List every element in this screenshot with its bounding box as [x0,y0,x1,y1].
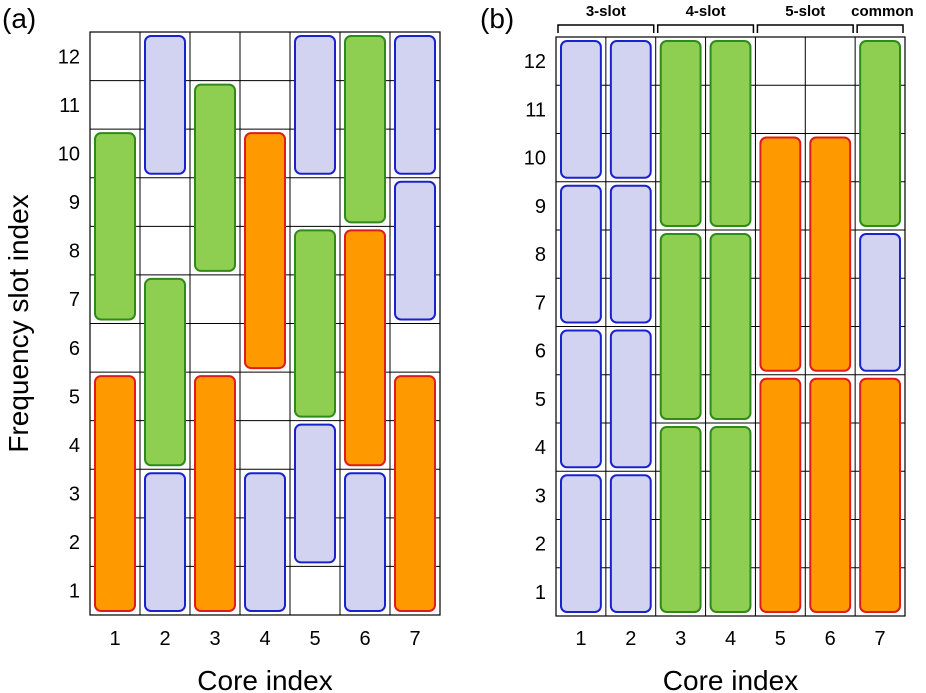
group-label-5-slot: 5-slot [785,3,825,20]
grid-frame [89,31,441,616]
block-3-slot-core-7-slots-6-8 [859,233,902,372]
x-tick-label: 7 [409,628,420,650]
y-tick-label: 10 [58,143,80,165]
y-tick-label: 6 [535,341,546,363]
block-5-slot-core-7-slots-1-5 [394,375,436,613]
block-5-slot-core-5-slots-6-10 [759,136,802,372]
y-tick-label: 1 [69,581,80,603]
group-bracket [557,24,655,33]
y-tick-label: 3 [69,484,80,506]
x-tick-label: 2 [159,628,170,650]
block-4-slot-core-7-slots-9-12 [859,40,902,227]
block-4-slot-core-3-slots-8-11 [194,83,236,272]
block-4-slot-core-5-slots-5-8 [294,229,336,418]
block-5-slot-core-7-slots-1-5 [859,377,902,613]
x-tick-label: 5 [309,628,320,650]
x-tick-label: 3 [209,628,220,650]
x-tick-label: 7 [875,628,886,650]
x-tick-label: 4 [725,628,736,650]
group-label-common: common [851,3,914,20]
block-4-slot-core-3-slots-9-12 [659,40,702,227]
block-5-slot-core-6-slots-4-8 [344,229,386,467]
x-tick-label: 4 [259,628,270,650]
block-4-slot-core-2-slots-4-7 [144,277,186,467]
group-bracket [656,24,755,33]
y-tick-label: 4 [535,437,546,459]
block-4-slot-core-4-slots-1-4 [709,426,752,613]
y-tick-label: 10 [524,148,546,170]
y-tick-label: 1 [535,582,546,604]
block-5-slot-core-4-slots-6-10 [244,132,286,370]
block-3-slot-core-2-slots-10-12 [609,40,652,179]
y-tick-label: 11 [525,99,546,121]
y-tick-label: 5 [535,389,546,411]
block-4-slot-core-1-slots-7-10 [94,132,136,321]
x-axis-title: Core index [663,665,798,693]
panel-label: (b) [480,3,514,34]
y-tick-label: 7 [535,292,546,314]
block-3-slot-core-4-slots-1-3 [244,472,286,612]
block-3-slot-core-2-slots-7-9 [609,184,652,324]
grid-frame [555,36,906,617]
block-5-slot-core-1-slots-1-5 [94,375,136,613]
x-tick-label: 6 [825,628,836,650]
y-tick-label: 9 [69,192,80,214]
block-3-slot-core-1-slots-10-12 [560,40,602,179]
x-tick-label: 6 [359,628,370,650]
block-4-slot-core-4-slots-9-12 [709,40,752,227]
block-5-slot-core-3-slots-1-5 [194,375,236,613]
group-label-4-slot: 4-slot [686,3,726,20]
y-tick-label: 12 [524,51,546,73]
x-tick-label: 3 [675,628,686,650]
block-3-slot-core-5-slots-10-12 [294,35,336,175]
block-3-slot-core-7-slots-10-12 [394,35,436,175]
block-5-slot-core-6-slots-6-10 [809,136,852,372]
block-5-slot-core-5-slots-1-5 [759,377,802,613]
y-tick-label: 8 [69,241,80,263]
y-axis-title: Frequency slot index [3,194,34,452]
group-bracket [756,24,854,33]
group-bracket [856,24,904,33]
y-tick-label: 3 [535,485,546,507]
block-3-slot-core-1-slots-1-3 [560,474,602,613]
x-tick-label: 2 [625,628,636,650]
block-4-slot-core-4-slots-5-8 [709,233,752,420]
block-3-slot-core-1-slots-4-6 [560,329,602,469]
block-3-slot-core-2-slots-1-3 [144,472,186,612]
block-3-slot-core-1-slots-7-9 [560,184,602,324]
block-3-slot-core-6-slots-1-3 [344,472,386,612]
x-tick-label: 1 [575,628,586,650]
block-5-slot-core-6-slots-1-5 [809,377,852,613]
x-axis-title: Core index [197,665,332,693]
block-3-slot-core-2-slots-10-12 [144,35,186,175]
y-tick-label: 6 [69,338,80,360]
group-label-3-slot: 3-slot [586,3,626,20]
block-4-slot-core-3-slots-5-8 [659,233,702,420]
y-tick-label: 5 [69,386,80,408]
y-tick-label: 2 [69,532,80,554]
block-4-slot-core-3-slots-1-4 [659,426,702,613]
y-tick-label: 4 [69,435,80,457]
block-3-slot-core-2-slots-1-3 [609,474,652,613]
x-tick-label: 5 [775,628,786,650]
y-tick-label: 7 [69,289,80,311]
y-tick-label: 9 [535,196,546,218]
y-tick-label: 2 [535,534,546,556]
block-3-slot-core-5-slots-2-4 [294,423,336,564]
y-tick-label: 11 [59,95,80,117]
y-tick-label: 8 [535,244,546,266]
block-4-slot-core-6-slots-9-12 [344,35,386,224]
y-tick-label: 12 [58,46,80,68]
block-3-slot-core-7-slots-7-9 [394,180,436,321]
panel-label: (a) [2,3,36,34]
block-3-slot-core-2-slots-4-6 [609,329,652,469]
x-tick-label: 1 [109,628,120,650]
